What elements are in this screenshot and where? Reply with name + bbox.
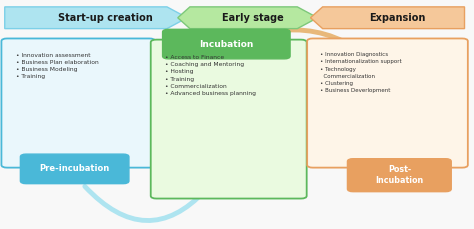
Polygon shape (310, 7, 465, 29)
Text: Start-up creation: Start-up creation (58, 13, 153, 23)
FancyArrowPatch shape (85, 186, 205, 221)
Text: • Access to Finance
• Coaching and Mentoring
• Hosting
• Training
• Commercializ: • Access to Finance • Coaching and Mento… (165, 55, 256, 96)
Polygon shape (5, 7, 187, 29)
FancyBboxPatch shape (347, 159, 451, 192)
Text: Pre-incubation: Pre-incubation (39, 164, 110, 173)
FancyBboxPatch shape (307, 38, 468, 168)
FancyArrowPatch shape (237, 30, 393, 85)
Text: Incubation: Incubation (199, 40, 254, 49)
FancyBboxPatch shape (20, 154, 129, 184)
FancyBboxPatch shape (151, 40, 307, 199)
FancyBboxPatch shape (1, 38, 155, 168)
Text: • Innovation Diagnostics
• Internationalization support
• Technology
  Commercia: • Innovation Diagnostics • International… (320, 52, 401, 93)
Text: • Innovation assessment
• Business Plan elaboration
• Business Modeling
• Traini: • Innovation assessment • Business Plan … (16, 53, 99, 79)
Text: Post-
Incubation: Post- Incubation (375, 166, 423, 185)
Text: Expansion: Expansion (369, 13, 425, 23)
FancyBboxPatch shape (163, 29, 290, 59)
Text: Early stage: Early stage (221, 13, 283, 23)
Polygon shape (178, 7, 318, 29)
